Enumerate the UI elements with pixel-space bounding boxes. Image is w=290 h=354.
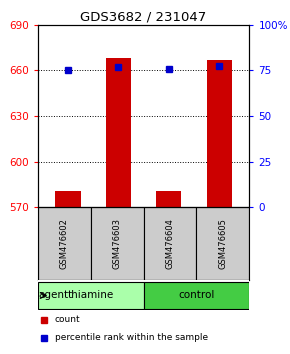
Bar [206, 60, 232, 207]
Text: thiamine: thiamine [68, 290, 114, 301]
Bar [144, 282, 249, 309]
Title: GDS3682 / 231047: GDS3682 / 231047 [80, 11, 207, 24]
Bar [144, 207, 197, 280]
Bar [106, 58, 131, 207]
Text: count: count [55, 315, 80, 324]
Text: GSM476602: GSM476602 [60, 218, 69, 269]
Text: percentile rank within the sample: percentile rank within the sample [55, 333, 208, 342]
Bar [38, 282, 144, 309]
Bar [156, 191, 181, 207]
Bar [55, 191, 81, 207]
Bar [38, 207, 91, 280]
Text: control: control [178, 290, 215, 301]
Bar [90, 207, 144, 280]
Text: agent: agent [39, 290, 69, 301]
Text: GSM476603: GSM476603 [113, 218, 122, 269]
Text: GSM476605: GSM476605 [218, 218, 227, 269]
Text: GSM476604: GSM476604 [166, 218, 175, 269]
Bar [197, 207, 249, 280]
